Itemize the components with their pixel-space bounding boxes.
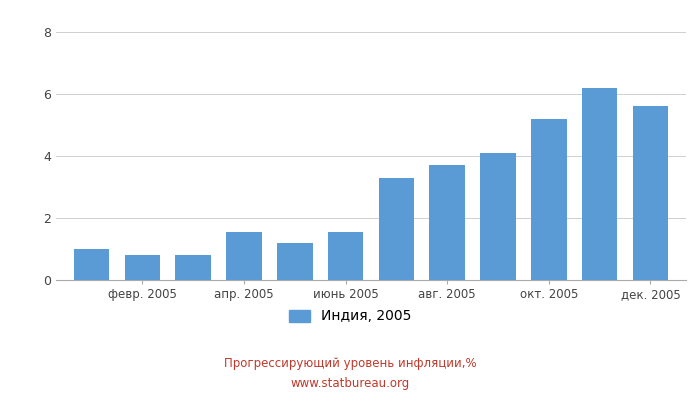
Bar — [633, 106, 668, 280]
Bar — [582, 88, 617, 280]
Bar — [328, 232, 363, 280]
Bar — [277, 243, 313, 280]
Legend: Индия, 2005: Индия, 2005 — [284, 304, 416, 329]
Bar — [531, 119, 566, 280]
Text: www.statbureau.org: www.statbureau.org — [290, 378, 410, 390]
Bar — [379, 178, 414, 280]
Bar — [176, 255, 211, 280]
Bar — [226, 232, 262, 280]
Bar — [74, 249, 109, 280]
Text: Прогрессирующий уровень инфляции,%: Прогрессирующий уровень инфляции,% — [224, 358, 476, 370]
Bar — [429, 165, 465, 280]
Bar — [125, 255, 160, 280]
Bar — [480, 153, 516, 280]
